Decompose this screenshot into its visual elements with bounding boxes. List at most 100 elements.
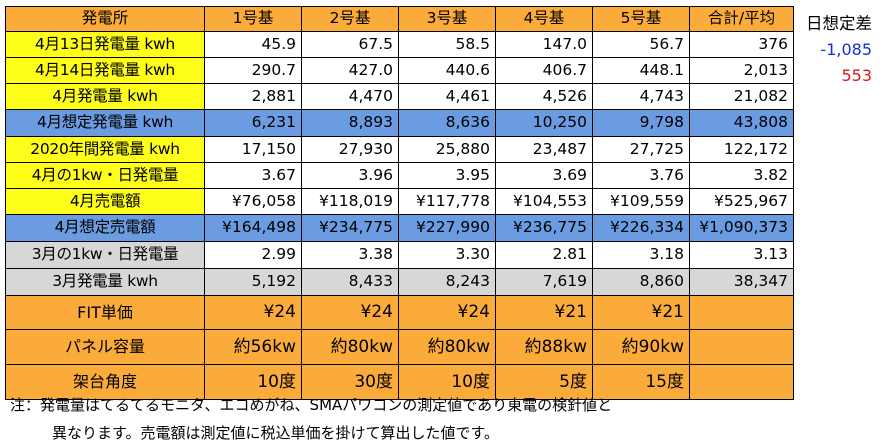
row-label: 4月発電量 kwh [5,83,205,110]
table-cell: 6,231 [204,109,302,137]
table-cell: 4,461 [398,83,496,110]
table-cell: ¥234,775 [301,214,399,242]
table-cell: 約88kw [495,329,593,365]
table-row: 3月発電量 kwh 5,192 8,433 8,243 7,619 8,860 … [5,268,794,296]
table-cell: 3.96 [301,162,399,189]
table-cell: 8,636 [398,109,496,137]
table-cell: 3.76 [592,162,690,189]
table-cell: 10度 [398,364,496,400]
table-cell: ¥227,990 [398,214,496,242]
table-cell: 8,243 [398,268,496,296]
row-label: 3月発電量 kwh [5,268,205,296]
row-label: 2020年間発電量 kwh [5,136,205,163]
table-cell: 約56kw [204,329,302,365]
table-cell: 3.18 [592,241,690,269]
table-cell: 448.1 [592,57,690,84]
header-cell: 合計/平均 [689,6,794,32]
table-cell: 8,893 [301,109,399,137]
row-label: 4月の1kw・日発電量 [5,162,205,189]
table-cell: ¥226,334 [592,214,690,242]
table-cell: ¥236,775 [495,214,593,242]
header-cell: 4号基 [495,6,593,32]
table-cell [689,295,794,330]
table-cell: ¥164,498 [204,214,302,242]
table-row: 3月の1kw・日発電量 2.99 3.38 3.30 2.81 3.18 3.1… [5,241,794,269]
table-cell: 3.38 [301,241,399,269]
table-cell: 5度 [495,364,593,400]
table-row: 4月13日発電量 kwh 45.9 67.5 58.5 147.0 56.7 3… [5,31,794,58]
table-cell: 10,250 [495,109,593,137]
table-cell: ¥76,058 [204,188,302,215]
table-row: 4月想定発電量 kwh 6,231 8,893 8,636 10,250 9,7… [5,109,794,137]
table-cell: 30度 [301,364,399,400]
row-label: 4月13日発電量 kwh [5,31,205,58]
row-label: 4月想定売電額 [5,214,205,242]
table-cell: 56.7 [592,31,690,58]
table-cell: 147.0 [495,31,593,58]
row-label: FIT単価 [5,295,205,330]
header-cell: 3号基 [398,6,496,32]
table-cell: 17,150 [204,136,302,163]
table-cell [689,364,794,400]
footnote-line-2: 異なります。売電額は測定値に税込単価を掛けて算出した値です。 [52,424,500,442]
table-cell: 67.5 [301,31,399,58]
table-row: 4月発電量 kwh 2,881 4,470 4,461 4,526 4,743 … [5,83,794,110]
table-cell: 2,013 [689,57,794,84]
table-cell: ¥24 [204,295,302,330]
table-cell: 3.30 [398,241,496,269]
table-cell: 58.5 [398,31,496,58]
table-cell: 27,725 [592,136,690,163]
table-cell [689,329,794,365]
row-label: 4月想定発電量 kwh [5,109,205,137]
table-cell: 3.95 [398,162,496,189]
table-cell: 2,881 [204,83,302,110]
table-cell: 38,347 [689,268,794,296]
table-cell: 約90kw [592,329,690,365]
header-cell: 発電所 [5,6,205,32]
table-cell: 427.0 [301,57,399,84]
table-cell: 9,798 [592,109,690,137]
table-cell: 10度 [204,364,302,400]
table-cell: 約80kw [398,329,496,365]
table-cell: 3.69 [495,162,593,189]
table-cell: 3.13 [689,241,794,269]
row-label: 4月14日発電量 kwh [5,57,205,84]
table-cell: 43,808 [689,109,794,137]
table-cell: 440.6 [398,57,496,84]
table-cell: ¥104,553 [495,188,593,215]
row-label: パネル容量 [5,329,205,365]
table-row: 2020年間発電量 kwh 17,150 27,930 25,880 23,48… [5,136,794,163]
table-cell: ¥118,019 [301,188,399,215]
table-row: 4月売電額 ¥76,058 ¥118,019 ¥117,778 ¥104,553… [5,188,794,215]
table-cell: 3.67 [204,162,302,189]
table-cell: 21,082 [689,83,794,110]
table-row: FIT単価 ¥24 ¥24 ¥24 ¥21 ¥21 [5,295,794,330]
row-label: 4月売電額 [5,188,205,215]
table-cell: ¥24 [398,295,496,330]
table-cell: ¥21 [495,295,593,330]
daily-estimate-diff-14th: 553 [841,66,872,85]
daily-estimate-diff-13th: -1,085 [820,40,872,59]
table-cell: ¥21 [592,295,690,330]
table-cell: 15度 [592,364,690,400]
table-cell: 2.81 [495,241,593,269]
header-cell: 2号基 [301,6,399,32]
table-row: パネル容量 約56kw 約80kw 約80kw 約88kw 約90kw [5,329,794,365]
table-row: 4月14日発電量 kwh 290.7 427.0 440.6 406.7 448… [5,57,794,84]
header-row: 発電所 1号基 2号基 3号基 4号基 5号基 合計/平均 [5,6,794,32]
table-cell: 4,470 [301,83,399,110]
table-cell: 3.82 [689,162,794,189]
table-cell: ¥117,778 [398,188,496,215]
table-cell: 122,172 [689,136,794,163]
table-row: 4月想定売電額 ¥164,498 ¥234,775 ¥227,990 ¥236,… [5,214,794,242]
row-label: 架台角度 [5,364,205,400]
table-cell: 約80kw [301,329,399,365]
table-cell: 4,743 [592,83,690,110]
table-cell: ¥1,090,373 [689,214,794,242]
table-cell: 23,487 [495,136,593,163]
generation-table: 発電所 1号基 2号基 3号基 4号基 5号基 合計/平均 4月13日発電量 k… [5,6,794,400]
table-cell: 406.7 [495,57,593,84]
table-cell: 7,619 [495,268,593,296]
table-cell: 8,433 [301,268,399,296]
table-row: 4月の1kw・日発電量 3.67 3.96 3.95 3.69 3.76 3.8… [5,162,794,189]
